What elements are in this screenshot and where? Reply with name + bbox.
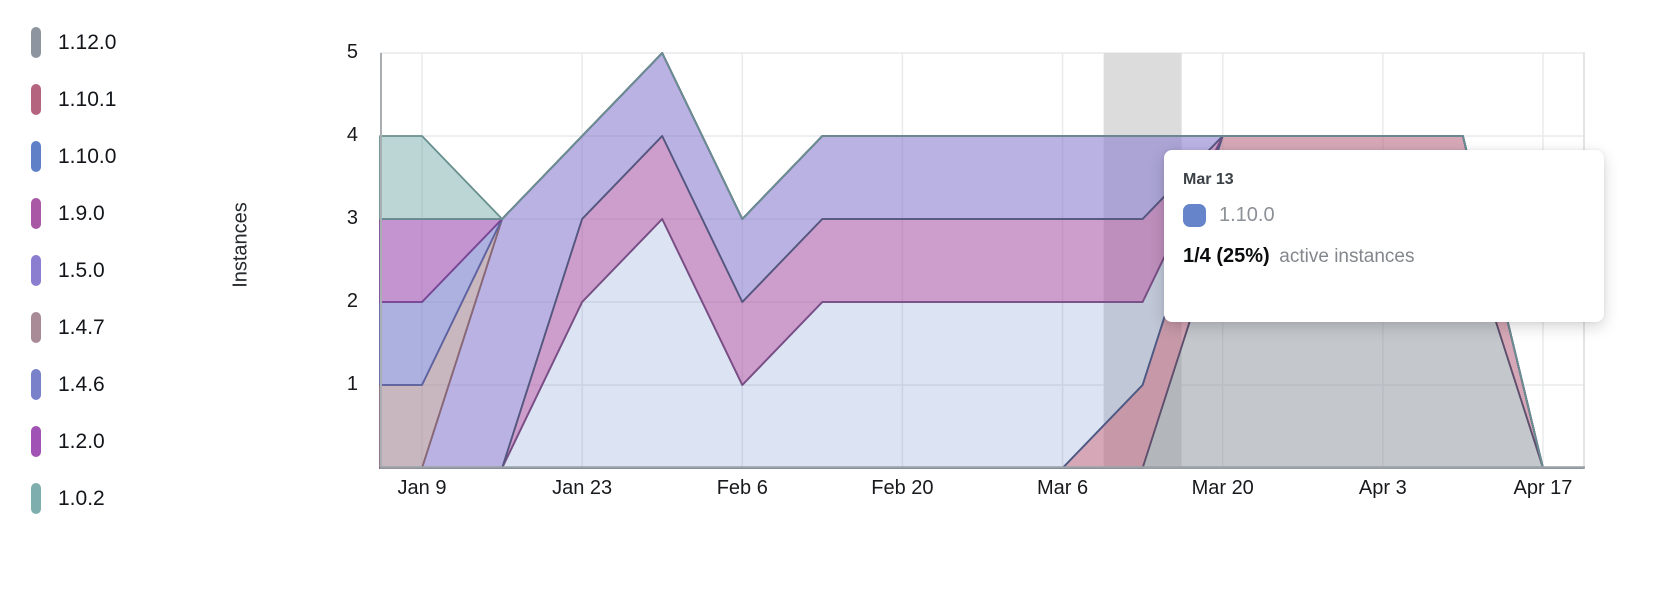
tooltip-series-label: 1.10.0 — [1219, 204, 1275, 226]
legend-marker-icon — [31, 198, 41, 229]
legend-item-label: 1.10.0 — [58, 145, 117, 168]
legend-item-1.10.0[interactable]: 1.10.0 — [31, 141, 231, 172]
legend-item-label: 1.12.0 — [58, 31, 117, 54]
y-tick-label: 4 — [346, 124, 358, 147]
legend-marker-icon — [31, 369, 41, 400]
legend-item-label: 1.9.0 — [58, 202, 105, 225]
legend-item-1.0.2[interactable]: 1.0.2 — [31, 483, 231, 514]
legend-marker-icon — [31, 141, 41, 172]
y-tick-label: 5 — [346, 41, 358, 64]
x-tick-label: Feb 20 — [871, 477, 934, 499]
chart-tooltip: Mar 13 1.10.0 1/4 (25%) active instances — [1164, 150, 1604, 322]
tooltip-series-row: 1.10.0 — [1183, 204, 1580, 227]
legend-item-label: 1.0.2 — [58, 487, 105, 510]
legend-marker-icon — [31, 27, 41, 58]
y-tick-label: 2 — [346, 290, 358, 313]
y-axis-title: Instances — [229, 202, 252, 288]
legend-item-label: 1.4.7 — [58, 316, 105, 339]
legend-item-label: 1.2.0 — [58, 430, 105, 453]
version-legend: 1.12.0 1.10.1 1.10.0 1.9.0 1.5.0 1.4.7 1.4.6 1.… — [31, 27, 231, 540]
x-tick-label: Mar 6 — [1036, 477, 1089, 499]
legend-item-1.4.6[interactable]: 1.4.6 — [31, 369, 231, 400]
legend-item-label: 1.5.0 — [58, 259, 105, 282]
y-tick-label: 3 — [346, 207, 358, 230]
x-tick-label: Jan 9 — [397, 477, 447, 499]
legend-item-label: 1.10.1 — [58, 88, 117, 111]
legend-item-1.4.7[interactable]: 1.4.7 — [31, 312, 231, 343]
series-color-swatch-icon — [1183, 204, 1206, 227]
tooltip-value-row: 1/4 (25%) active instances — [1183, 244, 1580, 269]
legend-marker-icon — [31, 255, 41, 286]
legend-item-1.12.0[interactable]: 1.12.0 — [31, 27, 231, 58]
legend-marker-icon — [31, 312, 41, 343]
legend-marker-icon — [31, 426, 41, 457]
legend-marker-icon — [31, 483, 41, 514]
y-tick-label: 1 — [346, 373, 358, 396]
legend-marker-icon — [31, 84, 41, 115]
tooltip-value-suffix: active instances — [1279, 246, 1415, 267]
x-tick-label: Mar 20 — [1191, 477, 1254, 499]
legend-item-1.2.0[interactable]: 1.2.0 — [31, 426, 231, 457]
tooltip-date: Mar 13 — [1183, 171, 1234, 188]
tooltip-value: 1/4 (25%) — [1183, 245, 1270, 267]
legend-item-1.10.1[interactable]: 1.10.1 — [31, 84, 231, 115]
x-tick-label: Apr 17 — [1513, 477, 1573, 499]
x-tick-label: Apr 3 — [1358, 477, 1407, 499]
legend-item-label: 1.4.6 — [58, 373, 105, 396]
x-tick-label: Jan 23 — [552, 477, 613, 499]
legend-item-1.9.0[interactable]: 1.9.0 — [31, 198, 231, 229]
legend-item-1.5.0[interactable]: 1.5.0 — [31, 255, 231, 286]
x-tick-label: Feb 6 — [716, 477, 768, 499]
